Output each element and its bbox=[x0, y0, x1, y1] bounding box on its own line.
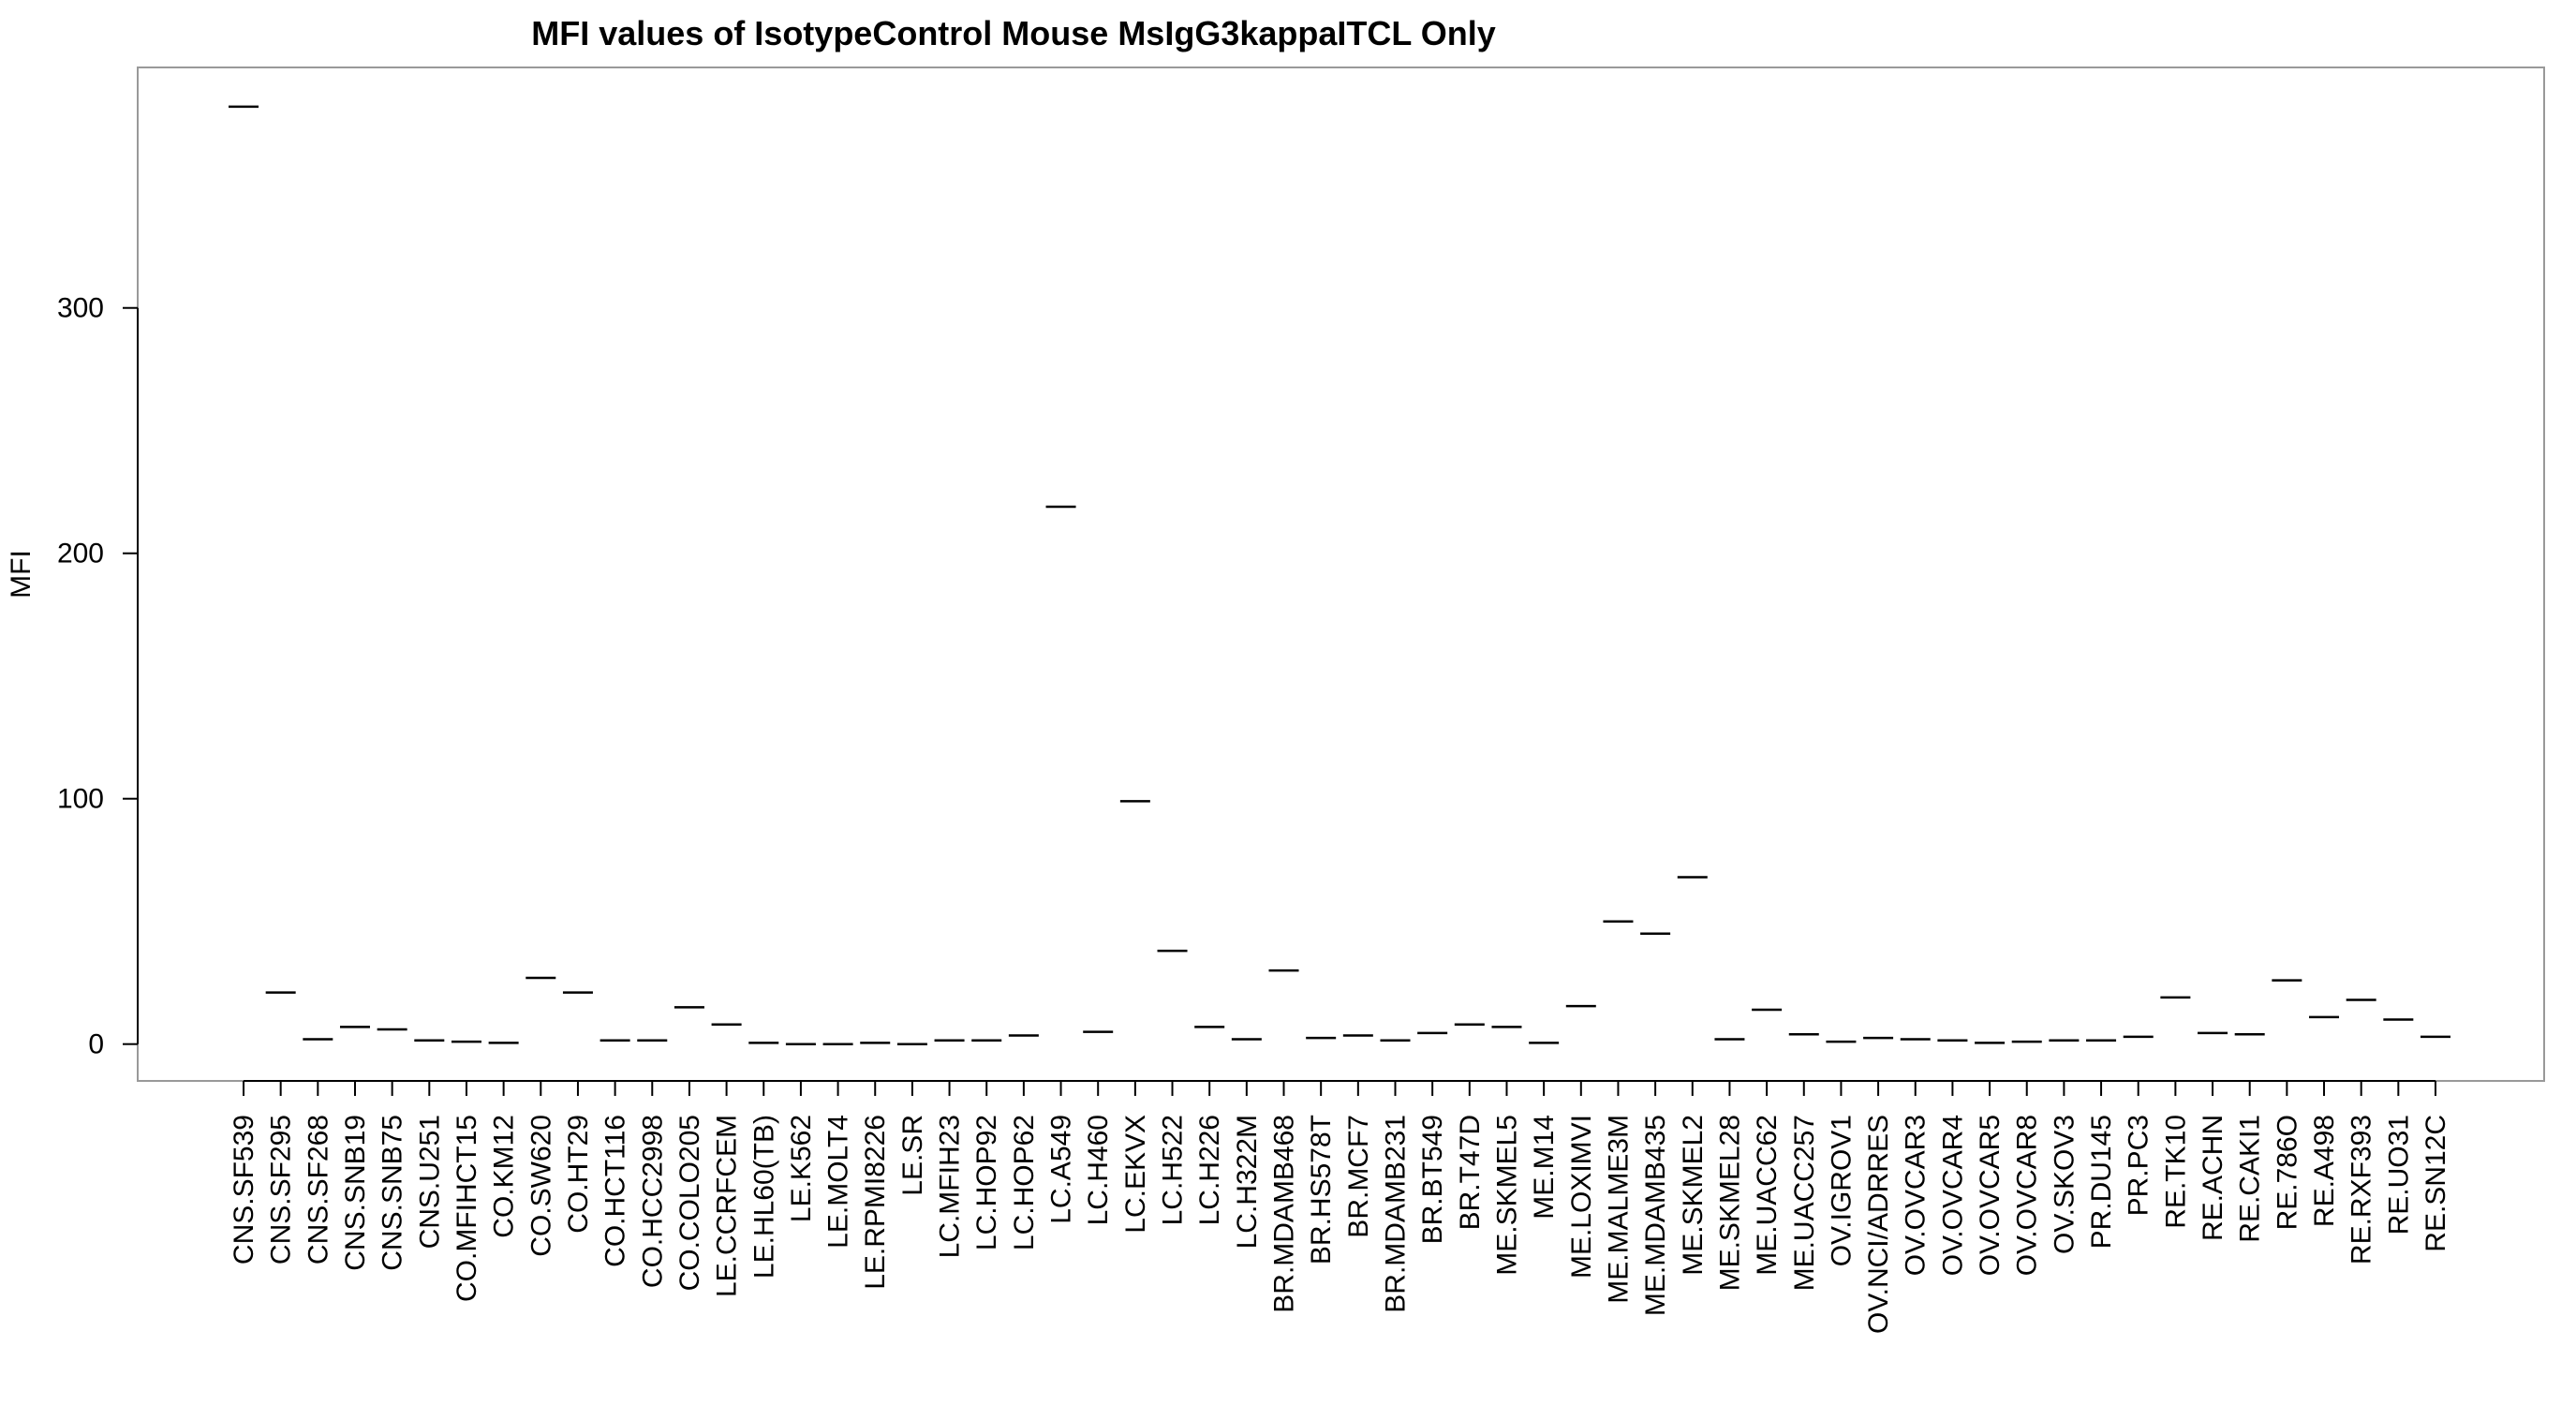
y-tick-label: 100 bbox=[57, 784, 104, 815]
x-tick-label: LC.H522 bbox=[1158, 1115, 1189, 1225]
x-tick-label: RE.786O bbox=[2272, 1115, 2302, 1230]
x-tick-label: BR.HS578T bbox=[1306, 1115, 1337, 1264]
x-tick-label: LC.EKVX bbox=[1120, 1115, 1151, 1234]
x-tick-label: BR.BT549 bbox=[1417, 1115, 1448, 1244]
x-tick-label: CNS.SF539 bbox=[229, 1115, 259, 1264]
x-tick-label: ME.UACC62 bbox=[1752, 1115, 1783, 1276]
x-tick-label: RE.CAKI1 bbox=[2235, 1115, 2266, 1243]
x-tick-label: BR.T47D bbox=[1455, 1115, 1486, 1230]
x-tick-label: CO.KM12 bbox=[489, 1115, 520, 1238]
x-tick-label: LC.MFIH23 bbox=[935, 1115, 966, 1258]
y-tick-label: 300 bbox=[57, 293, 104, 324]
x-tick-label: RE.SN12C bbox=[2421, 1115, 2451, 1252]
y-axis: 0 100 200 300 bbox=[57, 293, 139, 1060]
x-tick-label: PR.PC3 bbox=[2124, 1115, 2154, 1216]
x-tick-label: RE.ACHN bbox=[2198, 1115, 2228, 1241]
x-tick-label: OV.OVCAR8 bbox=[2012, 1115, 2043, 1276]
x-tick-label: LE.SR bbox=[897, 1115, 928, 1196]
x-tick-label: CO.HCC2998 bbox=[637, 1115, 668, 1288]
x-tick-label: ME.UACC257 bbox=[1789, 1115, 1820, 1291]
x-tick-label: LE.RPMI8226 bbox=[860, 1115, 891, 1290]
x-tick-label: CO.SW620 bbox=[526, 1115, 556, 1257]
x-tick-label: RE.UO31 bbox=[2383, 1115, 2414, 1235]
x-tick-label: PR.DU145 bbox=[2086, 1115, 2117, 1249]
x-tick-label: CNS.SNB75 bbox=[378, 1115, 408, 1271]
x-tick-label: LE.HL60(TB) bbox=[748, 1115, 779, 1279]
x-tick-label: OV.OVCAR5 bbox=[1975, 1115, 2006, 1276]
x-tick-label: BR.MDAMB231 bbox=[1380, 1115, 1411, 1313]
plot-area-frame bbox=[137, 67, 2545, 1082]
y-axis-label: MFI bbox=[6, 550, 37, 599]
x-tick-label: LC.H226 bbox=[1194, 1115, 1225, 1225]
x-tick-label: CO.HT29 bbox=[563, 1115, 594, 1234]
x-tick-label: ME.SKMEL28 bbox=[1714, 1115, 1745, 1291]
x-tick-label: LC.HOP92 bbox=[971, 1115, 1002, 1250]
x-tick-label: ME.MDAMB435 bbox=[1640, 1115, 1671, 1316]
x-tick-label: CNS.U251 bbox=[414, 1115, 445, 1249]
x-tick-label: ME.M14 bbox=[1529, 1115, 1560, 1220]
x-tick-label: ME.MALME3M bbox=[1603, 1115, 1634, 1304]
x-tick-label: RE.RXF393 bbox=[2347, 1115, 2377, 1264]
x-tick-label: LE.CCRFCEM bbox=[712, 1115, 743, 1297]
x-tick-label: ME.SKMEL2 bbox=[1678, 1115, 1709, 1276]
x-tick-label: ME.LOXIMVI bbox=[1566, 1115, 1597, 1279]
x-tick-label: ME.SKMEL5 bbox=[1491, 1115, 1522, 1276]
x-tick-label: LC.HOP62 bbox=[1009, 1115, 1040, 1250]
y-tick-label: 0 bbox=[88, 1029, 104, 1060]
x-tick-label: LC.H322M bbox=[1232, 1115, 1263, 1249]
x-tick-label: CNS.SF268 bbox=[303, 1115, 333, 1264]
x-tick-label: OV.NCI/ADRRES bbox=[1863, 1115, 1894, 1334]
x-tick-label: OV.SKOV3 bbox=[2049, 1115, 2080, 1254]
x-tick-label: LE.MOLT4 bbox=[823, 1115, 854, 1249]
x-tick-label: CO.COLO205 bbox=[674, 1115, 705, 1291]
x-tick-label: BR.MDAMB468 bbox=[1269, 1115, 1300, 1313]
x-tick-label: LC.A549 bbox=[1046, 1115, 1077, 1224]
y-tick-label: 200 bbox=[57, 539, 104, 569]
x-tick-label: BR.MCF7 bbox=[1343, 1115, 1374, 1238]
x-tick-label: OV.IGROV1 bbox=[1826, 1115, 1857, 1266]
x-tick-label: CO.MFIHCT15 bbox=[452, 1115, 482, 1302]
x-tick-label: CNS.SNB19 bbox=[340, 1115, 371, 1271]
x-tick-label: OV.OVCAR4 bbox=[1937, 1115, 1968, 1276]
x-axis: CNS.SF539 CNS.SF295 CNS.SF268 CNS.SNB19 CNS.… bbox=[229, 1080, 2451, 1334]
x-tick-label: RE.A498 bbox=[2309, 1115, 2340, 1227]
data-marks bbox=[229, 105, 2450, 1045]
x-tick-label: LC.H460 bbox=[1083, 1115, 1114, 1225]
x-tick-label: RE.TK10 bbox=[2160, 1115, 2191, 1229]
x-tick-label: CNS.SF295 bbox=[266, 1115, 297, 1264]
chart-title: MFI values of IsotypeControl Mouse MsIgG… bbox=[531, 14, 1495, 52]
x-tick-label: CO.HCT116 bbox=[600, 1115, 631, 1267]
x-tick-label: LE.K562 bbox=[786, 1115, 817, 1222]
x-tick-label: OV.OVCAR3 bbox=[1901, 1115, 1932, 1276]
